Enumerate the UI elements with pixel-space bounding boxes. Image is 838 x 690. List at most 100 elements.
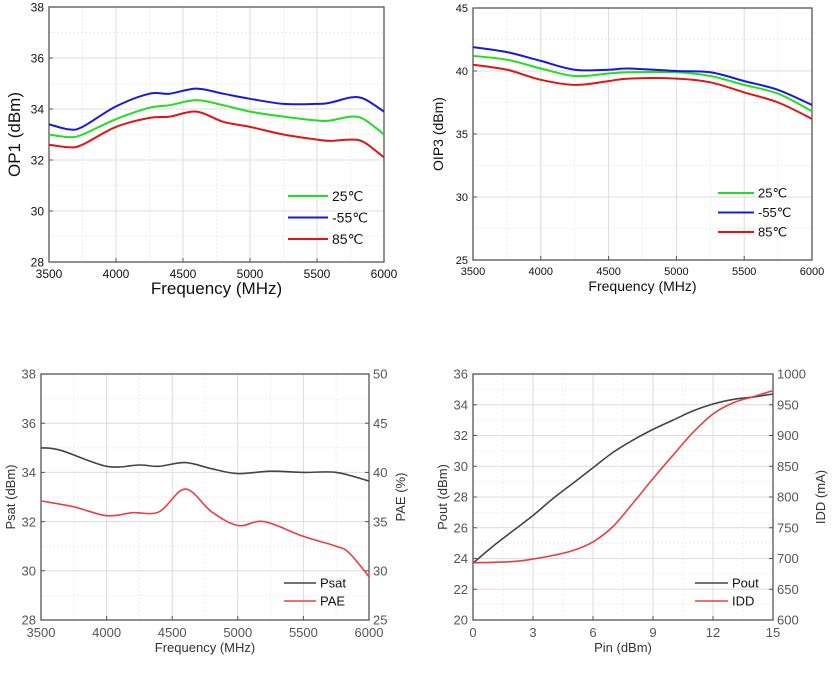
x-axis-title: Frequency (MHz) <box>588 278 696 294</box>
x-tick-label: 4000 <box>103 267 130 281</box>
x-tick-label: 3 <box>529 625 536 640</box>
y2-tick-label: 650 <box>777 582 799 597</box>
legend-label: Psat <box>320 576 346 591</box>
series--55℃ <box>472 46 813 106</box>
y-tick-label: 26 <box>454 520 468 535</box>
series-Pout <box>472 393 774 564</box>
chart-2: 3500 4000 4500 5000 5500 6000 25 30 35 40 45 Freque… <box>430 3 824 294</box>
y-axis-title: Pout (dBm) <box>435 464 450 530</box>
y-tick-label: 30 <box>22 563 36 578</box>
x-tick-label: 6000 <box>355 625 384 640</box>
y-tick-label: 25 <box>456 255 468 267</box>
y2-tick-label: 25 <box>373 613 387 628</box>
y2-tick-label: 700 <box>777 551 799 566</box>
x-tick-label: 12 <box>706 625 720 640</box>
x-axis-title: Pin (dBm) <box>594 640 652 655</box>
x-tick-label: 5500 <box>289 625 318 640</box>
legend-label: 85℃ <box>332 231 363 247</box>
y-tick-label: 36 <box>31 51 45 65</box>
y-tick-label: 38 <box>22 367 36 382</box>
x-tick-label: 4500 <box>596 266 620 278</box>
x-tick-label: 15 <box>766 625 780 640</box>
series-line <box>472 54 813 113</box>
y-tick-label: 22 <box>454 582 468 597</box>
series-PAE <box>40 488 370 578</box>
legend-label: 85℃ <box>758 225 787 240</box>
y-tick-label: 28 <box>22 613 36 628</box>
series-85℃ <box>48 110 385 159</box>
y2-tick-label: 800 <box>777 490 799 505</box>
x-tick-label: 4500 <box>170 267 197 281</box>
y-tick-label: 30 <box>31 204 45 218</box>
legend-label: -55℃ <box>758 205 791 220</box>
y2-tick-label: 45 <box>373 416 387 431</box>
y2-tick-label: 40 <box>373 465 387 480</box>
y2-tick-label: 50 <box>373 367 387 382</box>
y-tick-label: 38 <box>31 0 45 14</box>
series-line <box>472 389 774 564</box>
series-25℃ <box>48 99 385 139</box>
y-tick-label: 20 <box>454 613 468 628</box>
y2-tick-label: 950 <box>777 397 799 412</box>
x-tick-label: 4000 <box>92 625 121 640</box>
y-tick-label: 34 <box>22 465 36 480</box>
x-tick-label: 4000 <box>529 266 553 278</box>
y-tick-label: 34 <box>31 102 45 116</box>
legend-label: -55℃ <box>332 210 368 226</box>
y-tick-label: 34 <box>454 397 468 412</box>
legend-label: 25℃ <box>758 186 787 201</box>
y2-tick-label: 1000 <box>777 367 806 382</box>
y2-axis-title: PAE (%) <box>393 473 408 522</box>
y-tick-label: 28 <box>454 490 468 505</box>
y-tick-label: 36 <box>454 367 468 382</box>
y-tick-label: 28 <box>31 255 45 269</box>
y2-tick-label: 750 <box>777 520 799 535</box>
chart-1: 3500 4000 4500 5000 5500 6000 28 30 32 34 36 38 Freq… <box>5 0 398 298</box>
x-tick-label: 6000 <box>371 267 398 281</box>
x-tick-label: 3500 <box>461 266 485 278</box>
y2-tick-label: 600 <box>777 613 799 628</box>
x-tick-label: 5500 <box>732 266 756 278</box>
y-tick-label: 40 <box>456 66 468 78</box>
x-tick-label: 5500 <box>304 267 331 281</box>
series-line <box>472 393 774 564</box>
y-tick-label: 45 <box>456 3 468 15</box>
y-tick-label: 30 <box>456 192 468 204</box>
y-tick-label: 36 <box>22 416 36 431</box>
x-tick-label: 5000 <box>223 625 252 640</box>
series-line <box>472 63 813 120</box>
x-tick-label: 3500 <box>27 625 56 640</box>
chart-3: 3500 4000 4500 5000 5500 6000 28 30 32 34 36 38 25 30… <box>3 367 408 655</box>
y2-tick-label: 850 <box>777 459 799 474</box>
x-tick-label: 3500 <box>36 267 63 281</box>
y-axis-title: OIP3 (dBm) <box>430 97 446 171</box>
series-line <box>48 110 385 159</box>
y2-tick-label: 35 <box>373 514 387 529</box>
y-tick-label: 24 <box>454 551 468 566</box>
series-Psat <box>40 447 370 482</box>
series-line <box>472 46 813 106</box>
y-tick-label: 32 <box>454 428 468 443</box>
y-tick-label: 35 <box>456 129 468 141</box>
x-tick-label: 4500 <box>158 625 187 640</box>
x-tick-label: 9 <box>649 625 656 640</box>
y-tick-label: 32 <box>22 514 36 529</box>
legend-label: PAE <box>320 594 345 609</box>
x-tick-label: 5000 <box>664 266 688 278</box>
series-25℃ <box>472 54 813 113</box>
x-tick-label: 0 <box>469 625 476 640</box>
y-axis-title: Psat (dBm) <box>3 464 18 529</box>
legend-label: 25℃ <box>332 188 363 204</box>
series--55℃ <box>48 87 385 131</box>
legend-label: Pout <box>732 576 759 591</box>
chart-4: 0 3 6 9 12 1520222426283032343660065070075080… <box>435 367 828 655</box>
y-axis-title: OP1 (dBm) <box>5 92 24 177</box>
y2-axis-title: IDD (mA) <box>813 470 828 524</box>
series-IDD <box>472 389 774 564</box>
series-line <box>40 447 370 482</box>
series-85℃ <box>472 63 813 120</box>
y2-tick-label: 30 <box>373 563 387 578</box>
x-axis-title: Frequency (MHz) <box>151 279 282 298</box>
y-tick-label: 32 <box>31 153 45 167</box>
